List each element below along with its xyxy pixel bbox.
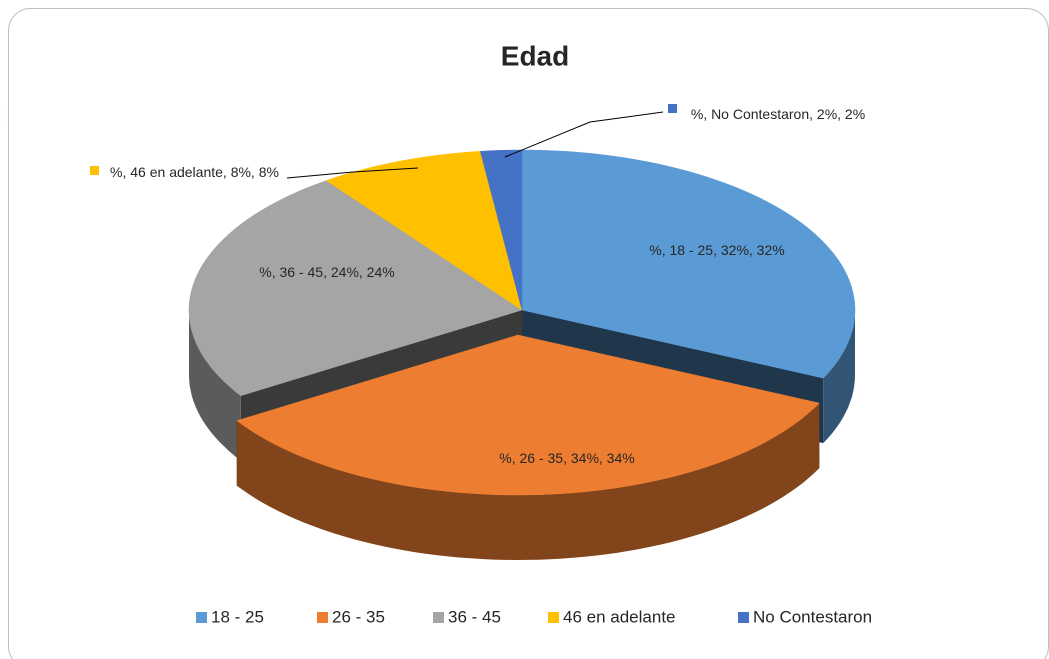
legend-swatch [738, 612, 749, 623]
data-label: %, 46 en adelante, 8%, 8% [110, 164, 279, 180]
legend-label: 46 en adelante [563, 607, 676, 626]
slice-side [823, 310, 855, 444]
slice-side [236, 403, 820, 560]
legend-swatch [317, 612, 328, 623]
data-label: %, No Contestaron, 2%, 2% [690, 106, 866, 122]
slice [325, 151, 523, 311]
leader-line [286, 167, 419, 179]
legend-label: 36 - 45 [448, 607, 501, 626]
legend-swatch [433, 612, 444, 623]
data-label: %, 36 - 45, 24%, 24% [259, 264, 395, 280]
label-key [668, 104, 677, 113]
slice-side [189, 310, 241, 461]
legend-label: 26 - 35 [332, 607, 385, 626]
slice-group [325, 151, 523, 311]
label-key [90, 166, 99, 175]
legend-label: 18 - 25 [211, 607, 264, 626]
legend-swatch [548, 612, 559, 623]
legend-label: No Contestaron [753, 607, 872, 626]
legend-swatch [196, 612, 207, 623]
slice-group [236, 334, 820, 560]
slice [236, 334, 820, 496]
leader-line [504, 111, 664, 158]
data-label: %, 26 - 35, 34%, 34% [499, 450, 635, 466]
slice [188, 180, 523, 396]
slice [521, 149, 856, 379]
chart-title: Edad [501, 40, 569, 71]
data-label: %, 18 - 25, 32%, 32% [649, 242, 785, 258]
